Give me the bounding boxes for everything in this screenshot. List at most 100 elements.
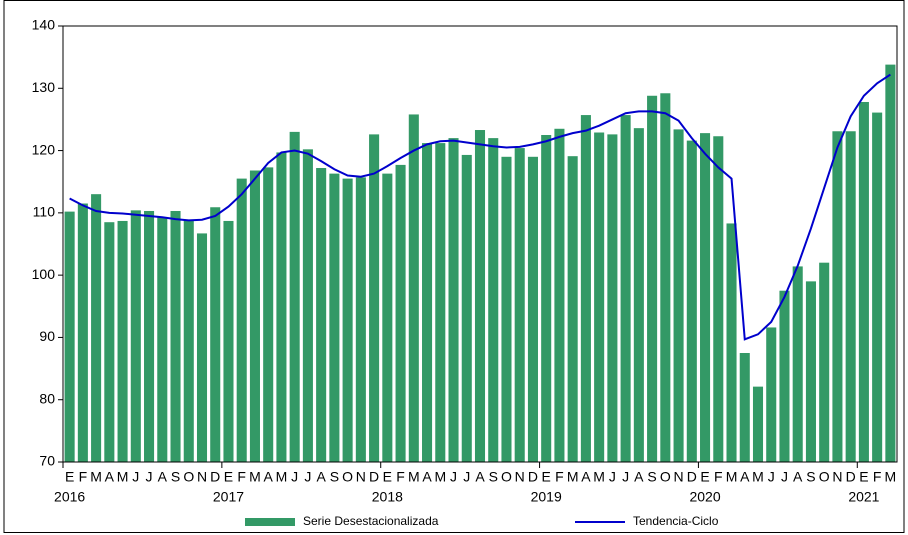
bar [858,101,869,462]
x-tick-label: D [846,469,856,485]
x-year-label: 2021 [848,489,879,505]
x-tick-label: J [463,469,470,485]
bar [580,115,591,462]
x-tick-label: M [752,469,764,485]
x-tick-label: M [726,469,738,485]
bar [567,156,578,463]
bar [448,138,459,462]
bar [369,134,380,462]
bar [144,210,155,462]
x-tick-label: J [450,469,457,485]
bar [805,281,816,462]
legend-label: Serie Desestacionalizada [303,514,439,528]
bar [620,115,631,462]
x-tick-label: D [369,469,379,485]
y-tick-label: 100 [32,266,56,282]
x-tick-label: M [117,469,129,485]
x-tick-label: A [264,469,274,485]
bar [210,207,221,462]
y-tick-label: 120 [32,141,56,157]
bar [647,95,658,462]
bar [700,133,711,463]
plot-border [62,25,898,463]
bar [885,64,896,463]
bar [329,173,340,463]
x-tick-label: E [859,469,868,485]
bar [514,148,525,462]
x-tick-label: O [183,469,194,485]
x-tick-label: J [781,469,788,485]
bar [435,143,446,462]
bar [302,149,313,462]
x-tick-label: J [132,469,139,485]
bar [488,138,499,462]
x-tick-label: A [105,469,115,485]
x-tick-label: S [489,469,498,485]
bar [832,131,843,462]
trend-line [69,73,891,341]
bar [739,353,750,462]
x-tick-label: D [528,469,538,485]
x-tick-label: N [197,469,207,485]
x-tick-label: M [408,469,420,485]
x-year-label: 2018 [372,489,403,505]
bar [263,167,274,463]
bar [845,131,856,462]
bar [607,134,618,462]
x-year-label: 2020 [689,489,720,505]
bar [819,262,830,462]
x-tick-label: A [158,469,168,485]
x-tick-label: F [396,469,405,485]
bar [342,178,353,462]
bar [726,223,737,462]
x-tick-label: M [567,469,579,485]
bar [422,143,433,462]
y-tick-label: 110 [33,204,56,220]
bar [474,130,486,462]
bar [686,140,697,462]
bar [249,170,260,462]
x-tick-label: E [542,469,551,485]
x-tick-label: F [237,469,246,485]
x-tick-label: E [224,469,233,485]
x-tick-label: N [832,469,842,485]
x-tick-label: M [90,469,102,485]
x-tick-label: M [593,469,605,485]
x-tick-label: A [793,469,803,485]
x-tick-label: J [768,469,775,485]
bar [541,135,552,462]
bar [64,211,75,462]
x-tick-label: E [700,469,709,485]
bar [77,203,88,462]
x-tick-label: S [171,469,180,485]
x-tick-label: M [276,469,288,485]
x-tick-label: M [434,469,446,485]
x-tick-label: A [316,469,326,485]
y-tick-label: 130 [32,79,56,95]
bar [633,128,644,463]
bar [104,222,115,462]
x-tick-label: N [356,469,366,485]
bar [461,154,472,462]
y-tick-label: 80 [39,390,55,406]
bar [382,173,393,463]
bar [792,266,803,462]
x-tick-label: S [806,469,815,485]
bar [183,220,194,462]
x-tick-label: O [660,469,671,485]
x-tick-label: J [291,469,298,485]
x-tick-label: J [622,469,629,485]
bar [501,156,512,463]
x-tick-label: N [674,469,684,485]
bar [752,386,764,462]
bar [872,112,883,462]
bar [130,210,141,462]
x-tick-label: J [609,469,616,485]
bar [408,114,419,463]
x-tick-label: F [79,469,88,485]
x-tick-label: J [146,469,153,485]
x-tick-label: M [885,469,897,485]
x-tick-label: D [210,469,220,485]
x-tick-label: A [422,469,432,485]
